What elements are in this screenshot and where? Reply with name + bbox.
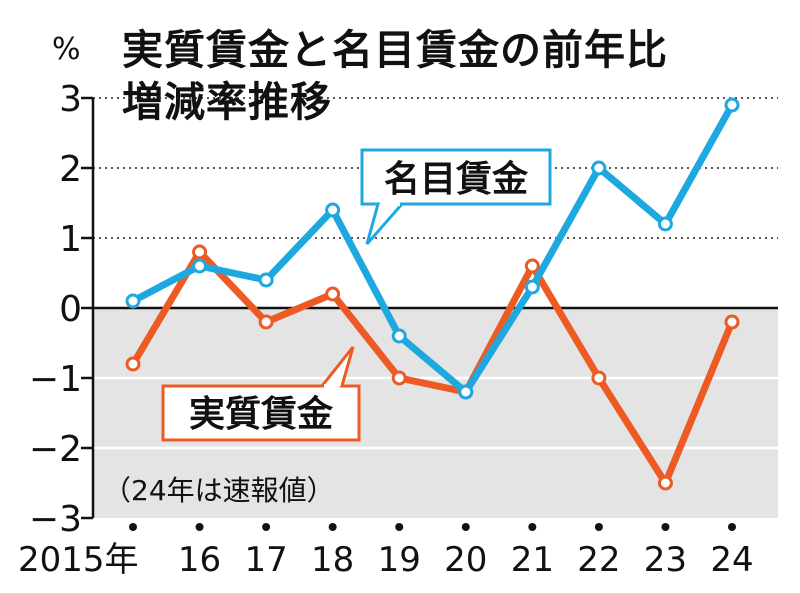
x-tick-label: 24 (710, 540, 753, 580)
x-tick-label: 18 (311, 540, 354, 580)
y-tick-label: −1 (29, 359, 82, 400)
x-tick-dot (395, 523, 404, 531)
data-point-nominal (591, 160, 607, 176)
x-tick-label: 20 (444, 540, 487, 580)
callout-box-real (161, 384, 361, 442)
x-tick-label: 2015年 (18, 540, 139, 580)
data-point-real (325, 286, 341, 302)
y-axis-unit: % (52, 32, 81, 67)
x-tick-label: 21 (511, 540, 554, 580)
callout-pointer-real (320, 346, 355, 387)
data-point-real (258, 314, 274, 330)
x-tick-label: 17 (244, 540, 287, 580)
data-point-real (125, 356, 141, 372)
x-tick-label: 22 (577, 540, 620, 580)
x-tick-dot (661, 523, 670, 531)
data-point-nominal (391, 328, 407, 344)
footnote: （24年は速報値） (103, 474, 335, 507)
x-tick-dot (328, 523, 337, 531)
data-point-real (192, 244, 208, 260)
x-tick-dot (461, 523, 470, 531)
x-tick-label: 23 (644, 540, 687, 580)
callout-box-nominal (360, 148, 552, 206)
y-tick-label: 3 (59, 79, 82, 120)
x-tick-label: 16 (178, 540, 221, 580)
data-point-nominal (325, 202, 341, 218)
series-label-nominal: 名目賃金 (384, 158, 529, 200)
x-tick-dot (129, 523, 137, 531)
x-tick-label: 19 (378, 540, 421, 580)
x-tick-dot (195, 523, 204, 531)
y-tick-label: −3 (29, 499, 82, 540)
x-tick-dot (528, 523, 537, 531)
series-line-real (129, 248, 736, 487)
chart-title-line2: 増減率推移 (122, 78, 332, 126)
data-point-nominal (258, 272, 274, 288)
series-line-nominal (129, 101, 736, 396)
data-point-nominal (125, 293, 141, 309)
y-tick-label: −2 (29, 429, 82, 470)
data-point-nominal (657, 216, 673, 232)
y-tick-label: 2 (59, 149, 82, 190)
series-label-real: 実質賃金 (189, 393, 334, 435)
x-tick-dot (594, 523, 603, 531)
data-point-real (724, 314, 740, 330)
x-tick-dot (728, 523, 736, 531)
data-point-real (657, 475, 673, 491)
data-point-nominal (524, 279, 540, 295)
y-tick-label: 0 (59, 289, 82, 330)
data-point-nominal (724, 97, 740, 113)
data-point-real (391, 370, 407, 386)
x-tick-dot (262, 523, 271, 531)
y-tick-label: 1 (59, 219, 82, 260)
data-point-nominal (192, 258, 208, 274)
chart-title-line1: 実質賃金と名目賃金の前年比 (122, 26, 668, 74)
callout-pointer-nominal (365, 203, 404, 245)
data-point-nominal (458, 384, 474, 400)
data-point-real (524, 258, 540, 274)
data-point-real (591, 370, 607, 386)
